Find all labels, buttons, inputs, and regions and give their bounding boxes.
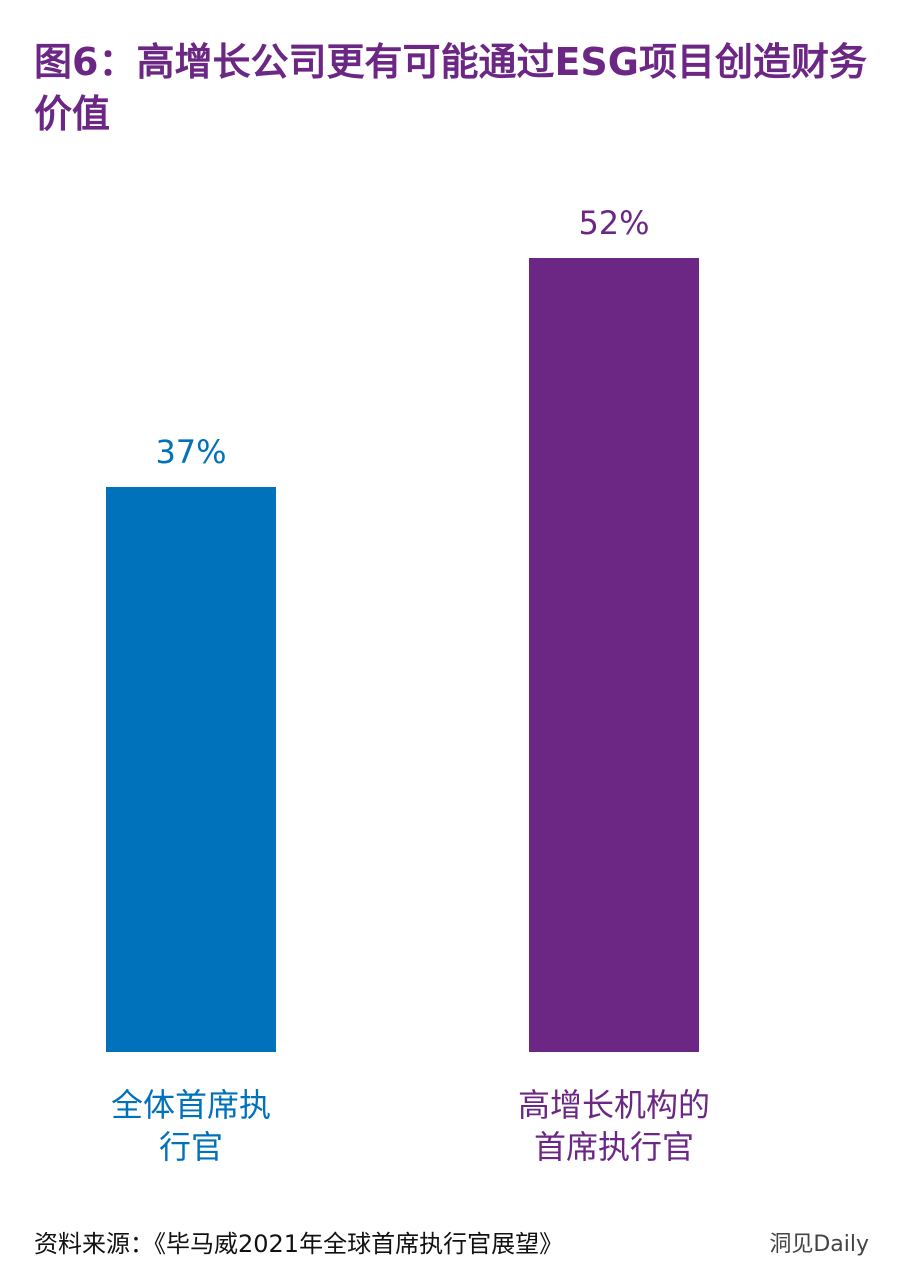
value-label: 37% (155, 433, 227, 471)
source-note: 资料来源：《毕马威2021年全球首席执行官展望》 (34, 1230, 564, 1258)
bar (529, 257, 699, 1052)
chart-title: 图6：高增长公司更有可能通过ESG项目创造财务价值 (34, 40, 867, 136)
x-tick-label: 全体首席执 行官 (110, 1086, 271, 1166)
watermark: 洞见Daily (769, 1232, 869, 1257)
bar (106, 487, 276, 1052)
x-tick-label: 高增长机构的 首席执行官 (517, 1086, 710, 1166)
value-label: 52% (578, 203, 650, 242)
